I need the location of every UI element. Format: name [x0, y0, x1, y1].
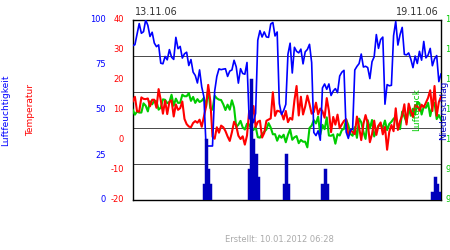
Text: 0: 0 — [100, 196, 106, 204]
Text: 1005: 1005 — [446, 136, 450, 144]
Text: -20: -20 — [110, 196, 124, 204]
Text: 985: 985 — [446, 196, 450, 204]
Text: Temperatur: Temperatur — [26, 84, 35, 136]
Text: 1035: 1035 — [446, 46, 450, 54]
Text: 100: 100 — [90, 16, 106, 24]
Text: 50: 50 — [95, 106, 106, 114]
Text: °C: °C — [112, 0, 124, 1]
Text: Niederschlag: Niederschlag — [439, 80, 448, 140]
Text: 40: 40 — [113, 16, 124, 24]
Text: 30: 30 — [113, 46, 124, 54]
Text: 0: 0 — [118, 136, 124, 144]
Text: 995: 995 — [446, 166, 450, 174]
Text: Erstellt: 10.01.2012 06:28: Erstellt: 10.01.2012 06:28 — [225, 235, 333, 244]
Text: 1015: 1015 — [446, 106, 450, 114]
Text: 1025: 1025 — [446, 76, 450, 84]
Text: 13.11.06: 13.11.06 — [135, 8, 178, 18]
Text: 75: 75 — [95, 60, 106, 70]
Text: -10: -10 — [110, 166, 124, 174]
Text: %: % — [97, 0, 106, 1]
Text: 20: 20 — [113, 76, 124, 84]
Text: 1045: 1045 — [446, 16, 450, 24]
Text: 25: 25 — [95, 150, 106, 160]
Text: 19.11.06: 19.11.06 — [396, 8, 439, 18]
Text: hPa: hPa — [446, 0, 450, 1]
Text: Luftdruck: Luftdruck — [412, 88, 421, 132]
Text: 10: 10 — [113, 106, 124, 114]
Text: Luftfeuchtigkeit: Luftfeuchtigkeit — [1, 74, 10, 146]
